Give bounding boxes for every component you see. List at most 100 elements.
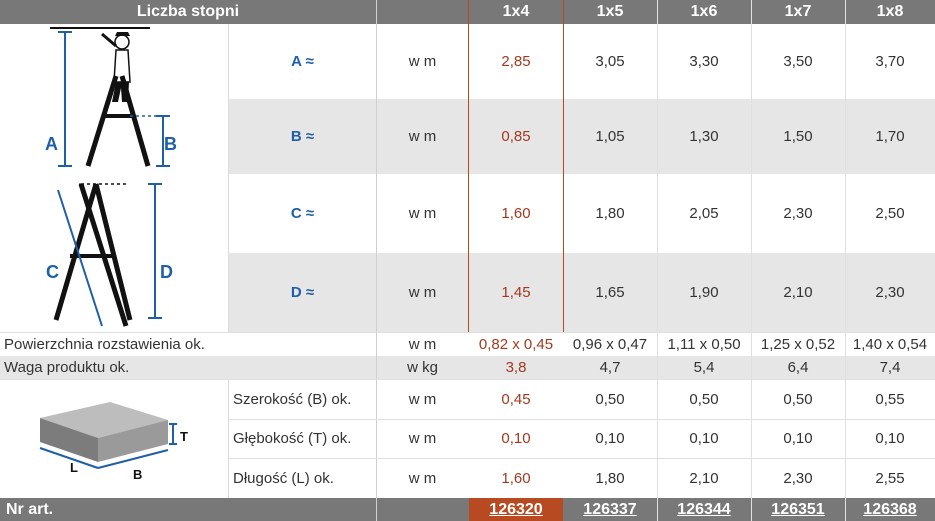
header-col-1x7: 1x7 [751, 0, 845, 24]
row-surface-value: 1,11 x 0,50 [667, 335, 741, 353]
row-d-value: 1,45 [501, 284, 531, 301]
divider [0, 379, 935, 380]
article-link[interactable]: 126320 [469, 498, 563, 521]
header-title: Liczba stopni [0, 0, 376, 24]
row-width-unit: w m [408, 390, 437, 408]
label-b: B [164, 134, 177, 154]
footer-unit-blank [376, 498, 469, 521]
divider [376, 0, 377, 521]
row-surface-value: 0,82 x 0,45 [478, 335, 554, 353]
row-d-value: 2,30 [875, 284, 905, 301]
row-d-value: 1,90 [689, 284, 719, 301]
divider [229, 458, 935, 459]
row-a-unit: w m [408, 53, 437, 70]
row-weight-value: 5,4 [693, 359, 715, 376]
row-length-unit: w m [408, 469, 437, 487]
row-a-value: 3,70 [875, 53, 905, 70]
label-t: T [180, 429, 188, 444]
row-weight-unit: w kg [407, 359, 438, 376]
ladder-diagram: A B C D [45, 27, 177, 327]
row-c-label: C ≈ [290, 205, 315, 222]
row-c-unit: w m [408, 205, 437, 222]
row-width-value: 0,55 [875, 390, 905, 408]
row-b-value: 1,70 [875, 128, 905, 145]
row-weight-value: 3,8 [505, 359, 527, 376]
divider [228, 379, 229, 498]
row-a-value: 3,05 [595, 53, 625, 70]
divider [845, 0, 846, 521]
row-depth-value: 0,10 [875, 430, 905, 447]
header-col-1x4: 1x4 [469, 0, 563, 24]
row-b-value: 1,05 [595, 128, 625, 145]
article-link[interactable]: 126368 [845, 498, 935, 521]
header-col-1x6: 1x6 [657, 0, 751, 24]
row-depth-value: 0,10 [783, 430, 813, 447]
row-a-value: 3,30 [689, 53, 719, 70]
divider [228, 24, 229, 332]
row-surface-value: 1,40 x 0,54 [852, 335, 928, 353]
article-link[interactable]: 126344 [657, 498, 751, 521]
row-length-value: 1,60 [501, 469, 531, 487]
row-depth-value: 0,10 [501, 430, 531, 447]
row-width-value: 0,45 [501, 390, 531, 408]
package-diagram: T L B [39, 402, 188, 482]
row-b-unit: w m [408, 128, 437, 145]
row-surface-unit: w m [408, 335, 437, 353]
highlight-border-right [563, 0, 564, 332]
row-weight-value: 7,4 [879, 359, 901, 376]
row-b-bg [229, 99, 935, 174]
row-weight-label: Waga produktu ok. [4, 359, 130, 376]
row-depth-value: 0,10 [689, 430, 719, 447]
label-d: D [160, 262, 173, 282]
row-width-value: 0,50 [689, 390, 719, 408]
row-a-value: 3,50 [783, 53, 813, 70]
row-b-value: 0,85 [501, 128, 531, 145]
row-a-label: A ≈ [291, 53, 314, 70]
row-c-value: 1,60 [501, 205, 531, 222]
row-length-value: 2,55 [875, 469, 905, 487]
row-length-label: Długość (L) ok. [233, 469, 334, 487]
row-b-label: B ≈ [290, 128, 315, 145]
label-box-b: B [133, 467, 142, 482]
row-width-label: Szerokość (B) ok. [233, 390, 352, 408]
row-surface-label: Powierzchnia rozstawienia ok. [4, 335, 205, 353]
row-length-value: 1,80 [595, 469, 625, 487]
row-a-value: 2,85 [501, 53, 531, 70]
row-weight-value: 6,4 [787, 359, 809, 376]
row-width-value: 0,50 [595, 390, 625, 408]
row-weight-bg [0, 356, 935, 379]
row-depth-label: Głębokość (T) ok. [233, 430, 352, 447]
row-depth-value: 0,10 [595, 430, 625, 447]
row-surface-value: 0,96 x 0,47 [572, 335, 648, 353]
label-a: A [45, 134, 58, 154]
footer-label: Nr art. [0, 498, 376, 521]
label-c: C [46, 262, 59, 282]
row-d-bg [229, 253, 935, 332]
row-c-value: 1,80 [595, 205, 625, 222]
row-length-value: 2,30 [783, 469, 813, 487]
row-c-value: 2,30 [783, 205, 813, 222]
label-l: L [70, 460, 78, 475]
row-d-value: 1,65 [595, 284, 625, 301]
row-b-value: 1,30 [689, 128, 719, 145]
row-length-value: 2,10 [689, 469, 719, 487]
row-surface-value: 1,25 x 0,52 [760, 335, 836, 353]
divider [657, 0, 658, 521]
row-width-value: 0,50 [783, 390, 813, 408]
row-d-value: 2,10 [783, 284, 813, 301]
header-col-1x5: 1x5 [563, 0, 657, 24]
article-link[interactable]: 126337 [563, 498, 657, 521]
divider [751, 0, 752, 521]
row-weight-value: 4,7 [599, 359, 621, 376]
divider [229, 419, 935, 420]
divider [0, 332, 935, 333]
row-d-unit: w m [408, 284, 437, 301]
highlight-border-left [468, 0, 469, 332]
row-b-value: 1,50 [783, 128, 813, 145]
row-d-label: D ≈ [290, 284, 315, 301]
header-unit-blank [376, 0, 469, 24]
header-col-1x8: 1x8 [845, 0, 935, 24]
row-depth-unit: w m [408, 430, 437, 447]
article-link[interactable]: 126351 [751, 498, 845, 521]
